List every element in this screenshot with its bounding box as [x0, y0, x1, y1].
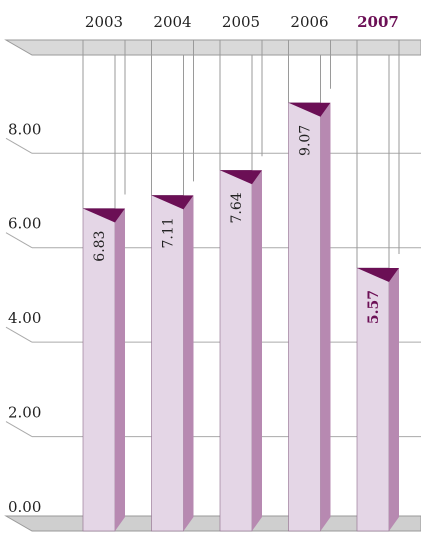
bar-front	[82, 208, 116, 532]
x-category-label: 2005	[222, 13, 260, 31]
bar-top	[151, 195, 194, 210]
gridline-diagonal	[5, 326, 33, 343]
bar-front	[356, 267, 390, 532]
bar-side	[183, 195, 194, 531]
gridline-diagonal	[5, 137, 33, 154]
bar-value-label: 5.57	[366, 290, 382, 324]
y-tick-label: 0.00	[8, 498, 41, 516]
bar-side	[320, 102, 331, 531]
y-tick-label: 4.00	[8, 309, 41, 327]
y-tick-label: 2.00	[8, 404, 41, 422]
y-tick-label: 6.00	[8, 215, 41, 233]
bar-top	[288, 102, 331, 117]
bar-value-label: 7.64	[229, 192, 245, 223]
bar-top	[357, 268, 399, 283]
x-category-label: 2006	[290, 13, 328, 31]
bar-front	[288, 102, 321, 532]
gridline-diagonal	[5, 421, 33, 438]
bar-top	[83, 208, 125, 223]
chart-top-plane	[4, 39, 421, 56]
bar-top	[220, 170, 262, 185]
x-category-label: 2003	[85, 13, 123, 31]
bar-side	[115, 208, 125, 531]
bar-value-label: 6.83	[92, 231, 108, 262]
y-tick-label: 8.00	[8, 120, 41, 138]
bar-value-label: 9.07	[298, 125, 314, 156]
x-category-label: 2004	[153, 13, 191, 31]
bar-value-label: 7.11	[161, 217, 177, 248]
gridline-diagonal	[5, 232, 33, 249]
bar-side	[389, 268, 399, 531]
bar-side	[252, 170, 262, 532]
x-category-label: 2007	[357, 13, 399, 31]
